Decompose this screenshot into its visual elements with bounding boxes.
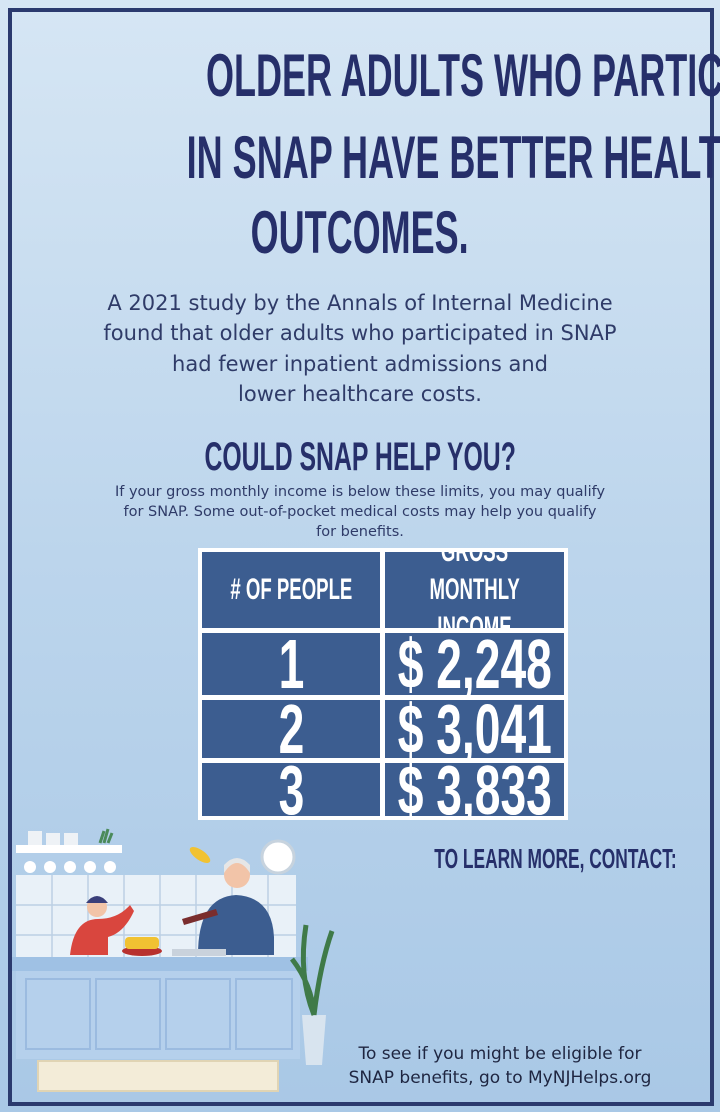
pancake bbox=[189, 846, 211, 864]
jar bbox=[64, 833, 78, 845]
body-line: A 2021 study by the Annals of Internal M… bbox=[107, 291, 613, 315]
stove bbox=[172, 949, 226, 956]
jar bbox=[46, 833, 60, 845]
body-line: lower healthcare costs. bbox=[238, 382, 482, 406]
income-cell: $ 3,041 bbox=[385, 700, 564, 758]
counter bbox=[16, 971, 300, 1059]
question-text: COULD SNAP HELP YOU? bbox=[204, 435, 516, 479]
cups bbox=[24, 861, 116, 873]
body-line: had fewer inpatient admissions and bbox=[172, 352, 548, 376]
title-line: IN SNAP HAVE BETTER HEALTH bbox=[0, 128, 720, 188]
pancake-stack bbox=[125, 937, 159, 949]
people-cell: 1 bbox=[202, 633, 380, 695]
cabinet-doors bbox=[25, 978, 293, 1050]
child-hair bbox=[86, 896, 108, 903]
rug bbox=[37, 1060, 279, 1092]
header-text: GROSS MONTHLY INCOME bbox=[429, 552, 520, 628]
kitchen-illustration bbox=[12, 828, 335, 1092]
cell-text: 3 bbox=[278, 763, 304, 816]
income-cell: $ 2,248 bbox=[385, 633, 564, 695]
clock bbox=[260, 839, 296, 875]
man-body bbox=[198, 895, 274, 955]
child-body bbox=[70, 905, 134, 955]
title-text: OLDER ADULTS WHO PARTICIPATE bbox=[205, 42, 720, 109]
question: COULD SNAP HELP YOU? bbox=[0, 434, 720, 480]
cell-text: 1 bbox=[278, 633, 304, 695]
header-cell: # OF PEOPLE bbox=[202, 552, 380, 628]
pan bbox=[182, 909, 218, 925]
man-hair bbox=[224, 858, 250, 873]
cell-text: $ 3,833 bbox=[397, 763, 552, 816]
counter-top bbox=[12, 957, 308, 971]
title-line: OLDER ADULTS WHO PARTICIPATE bbox=[0, 46, 720, 106]
income-table: # OF PEOPLE GROSS MONTHLY INCOME 1 $ 2,2… bbox=[198, 548, 568, 820]
body-line: found that older adults who participated… bbox=[103, 321, 617, 345]
cell-text: 2 bbox=[278, 700, 304, 758]
title-line: OUTCOMES. bbox=[0, 203, 720, 263]
note-line: If your gross monthly income is below th… bbox=[114, 484, 606, 500]
tall-plant bbox=[290, 924, 335, 1016]
people-cell: 3 bbox=[202, 763, 380, 816]
footer-line: SNAP benefits, go to MyNJHelps.org bbox=[348, 1068, 652, 1088]
note-line: for SNAP. Some out-of-pocket medical cos… bbox=[123, 504, 597, 520]
plant bbox=[98, 828, 114, 844]
vase bbox=[302, 1015, 326, 1065]
frame bbox=[8, 8, 714, 1106]
note-line: for benefits. bbox=[316, 524, 404, 540]
cell-text: $ 3,041 bbox=[397, 700, 552, 758]
contact-text: TO LEARN MORE, CONTACT: bbox=[434, 843, 677, 874]
footer-line: To see if you might be eligible for bbox=[358, 1044, 642, 1064]
people-cell: 2 bbox=[202, 700, 380, 758]
header-cell: GROSS MONTHLY INCOME bbox=[385, 552, 564, 628]
man-head bbox=[224, 862, 250, 888]
title-text: OUTCOMES. bbox=[250, 199, 470, 266]
income-cell: $ 3,833 bbox=[385, 763, 564, 816]
cell-text: $ 2,248 bbox=[397, 633, 552, 695]
title-text: IN SNAP HAVE BETTER HEALTH bbox=[186, 124, 720, 191]
shelf bbox=[16, 845, 122, 853]
contact: TO LEARN MORE, CONTACT: bbox=[360, 842, 676, 875]
jar bbox=[28, 831, 42, 845]
header-text: # OF PEOPLE bbox=[230, 573, 352, 606]
